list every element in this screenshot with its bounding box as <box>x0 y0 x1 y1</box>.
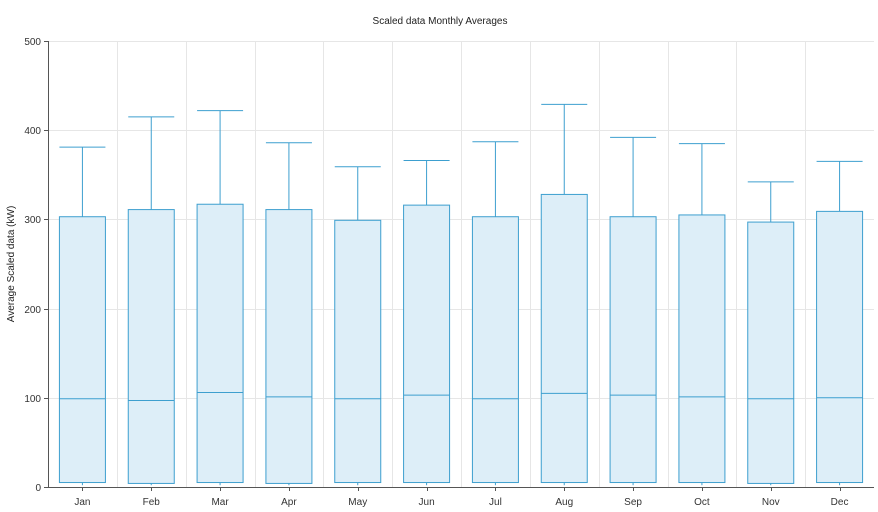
x-tick-label: Sep <box>624 497 642 508</box>
box-body <box>816 210 864 484</box>
box-jan <box>58 146 106 486</box>
y-tick-label: 0 <box>35 483 41 494</box>
box-body <box>334 219 382 484</box>
box-sep <box>609 136 657 486</box>
x-tick-label: Jan <box>74 497 90 508</box>
x-tick-label: Nov <box>762 497 780 508</box>
box-body <box>678 214 726 484</box>
box-body <box>609 216 657 484</box>
box-jun <box>403 160 451 486</box>
x-tick-label: Feb <box>143 497 161 508</box>
box-apr <box>265 142 313 486</box>
box-feb <box>127 116 175 486</box>
y-tick-label: 300 <box>24 215 41 226</box>
box-body <box>265 209 313 484</box>
x-tick-label: May <box>348 497 367 508</box>
box-mar <box>196 110 244 486</box>
box-body <box>58 216 106 484</box>
chart-title: Scaled data Monthly Averages <box>373 16 508 27</box>
y-tick-label: 400 <box>24 126 41 137</box>
x-tick-label: Jul <box>489 497 502 508</box>
box-nov <box>747 181 795 486</box>
box-jul <box>471 141 519 486</box>
grid-layer <box>48 41 874 487</box>
box-body <box>540 193 588 484</box>
box-may <box>334 166 382 486</box>
x-tick-label: Oct <box>694 497 710 508</box>
box-oct <box>678 143 726 486</box>
y-tick-label: 500 <box>24 37 41 48</box>
box-layer <box>58 103 864 486</box>
x-tick-label: Apr <box>281 497 297 508</box>
x-tick-label: Jun <box>419 497 435 508</box>
y-axis-label: Average Scaled data (kW) <box>6 206 17 323</box>
y-tick-label: 200 <box>24 305 41 316</box>
box-body <box>747 221 795 484</box>
y-tick-label: 100 <box>24 394 41 405</box>
x-tick-label: Aug <box>555 497 573 508</box>
x-tick-label: Dec <box>831 497 849 508</box>
box-body <box>127 209 175 484</box>
box-dec <box>816 160 864 486</box>
box-aug <box>540 103 588 486</box>
box-body <box>403 204 451 484</box>
x-tick-label: Mar <box>211 497 229 508</box>
axis-layer: 0 100 200 300 400 500 Jan Feb Mar Apr May Jun Jul Aug… <box>24 37 874 508</box>
box-body <box>471 216 519 484</box>
box-body <box>196 203 244 484</box>
